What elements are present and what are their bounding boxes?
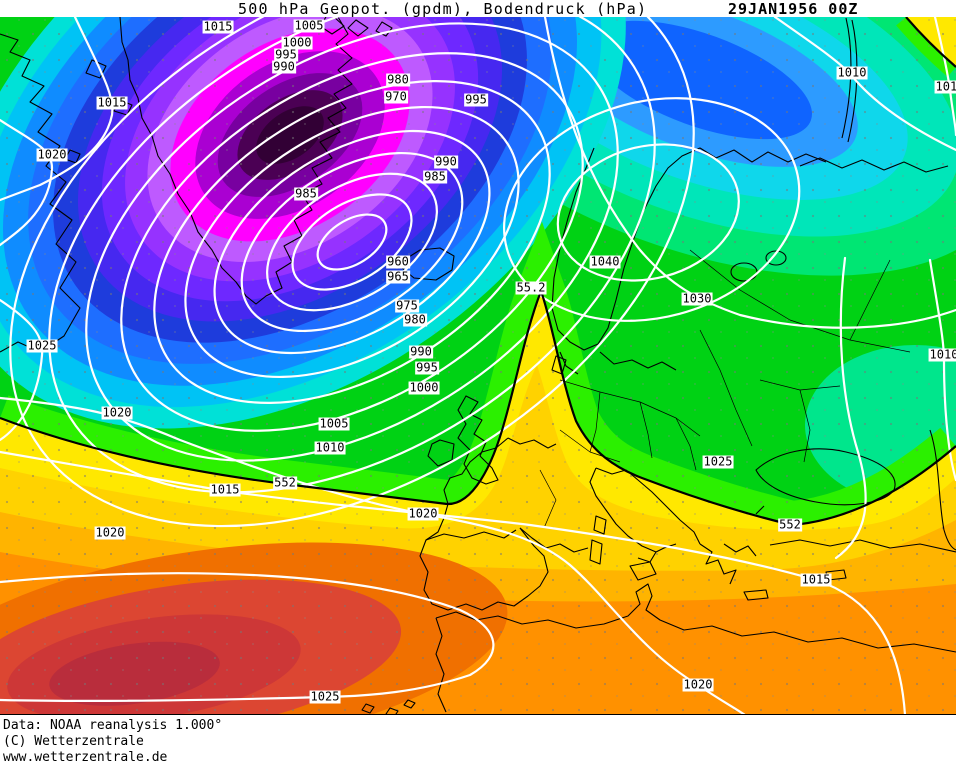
pressure-label: 1010 (836, 65, 868, 80)
pressure-label: 985 (423, 169, 447, 184)
pressure-label: 1015 (934, 80, 956, 94)
pressure-label: 980 (386, 72, 410, 87)
pressure-label: 990 (409, 344, 433, 359)
pressure-label: 995 (274, 47, 298, 62)
pressure-label: 1000 (281, 35, 313, 50)
pressure-label: 1020 (94, 525, 126, 540)
pressure-label: 1040 (589, 254, 621, 269)
website-text: www.wetterzentrale.de (3, 750, 168, 765)
pressure-label: 990 (272, 59, 296, 74)
pressure-label: 1010 (928, 348, 956, 362)
map-date: 29JAN1956 00Z (728, 0, 859, 18)
geopotential-label: 552 (273, 475, 297, 490)
coastlines-layer (0, 17, 956, 715)
pressure-label: 1020 (682, 677, 714, 692)
geopotential-label: 55.2 (515, 280, 547, 295)
pressure-label: 1000 (408, 380, 440, 395)
pressure-label: 1030 (681, 291, 713, 306)
data-source-text: Data: NOAA reanalysis 1.000° (3, 718, 223, 733)
map-bottom-border (0, 714, 956, 715)
pressure-label: 995 (464, 92, 488, 107)
pressure-label: 1020 (101, 405, 133, 420)
pressure-label: 970 (384, 89, 408, 104)
pressure-label: 965 (386, 269, 410, 284)
pressure-label: 1020 (36, 147, 68, 162)
pressure-label: 1015 (96, 95, 128, 110)
title-bar: 500 hPa Geopot. (gpdm), Bodendruck (hPa)… (0, 0, 956, 18)
pressure-label: 995 (415, 360, 439, 375)
pressure-label: 980 (403, 312, 427, 327)
pressure-label: 990 (434, 154, 458, 169)
geopotential-label: 552 (778, 517, 802, 532)
pressure-label: 975 (395, 298, 419, 313)
pressure-label: 985 (294, 186, 318, 201)
footer: Data: NOAA reanalysis 1.000° (C) Wetterz… (0, 716, 956, 768)
pressure-label: 1015 (202, 19, 234, 34)
pressure-label: 1025 (702, 454, 734, 469)
pressure-label: 1025 (26, 338, 58, 353)
pressure-label: 1005 (318, 416, 350, 431)
pressure-label: 1025 (309, 689, 341, 704)
map-title: 500 hPa Geopot. (gpdm), Bodendruck (hPa) (238, 0, 648, 18)
copyright-text: (C) Wetterzentrale (3, 734, 144, 749)
pressure-label: 1020 (407, 506, 439, 521)
pressure-label: 1015 (800, 572, 832, 587)
pressure-label: 960 (386, 254, 410, 269)
pressure-label: 1015 (209, 482, 241, 497)
isobar-lines (0, 17, 956, 715)
pressure-label: 1005 (293, 18, 325, 33)
pressure-label: 1010 (314, 440, 346, 455)
